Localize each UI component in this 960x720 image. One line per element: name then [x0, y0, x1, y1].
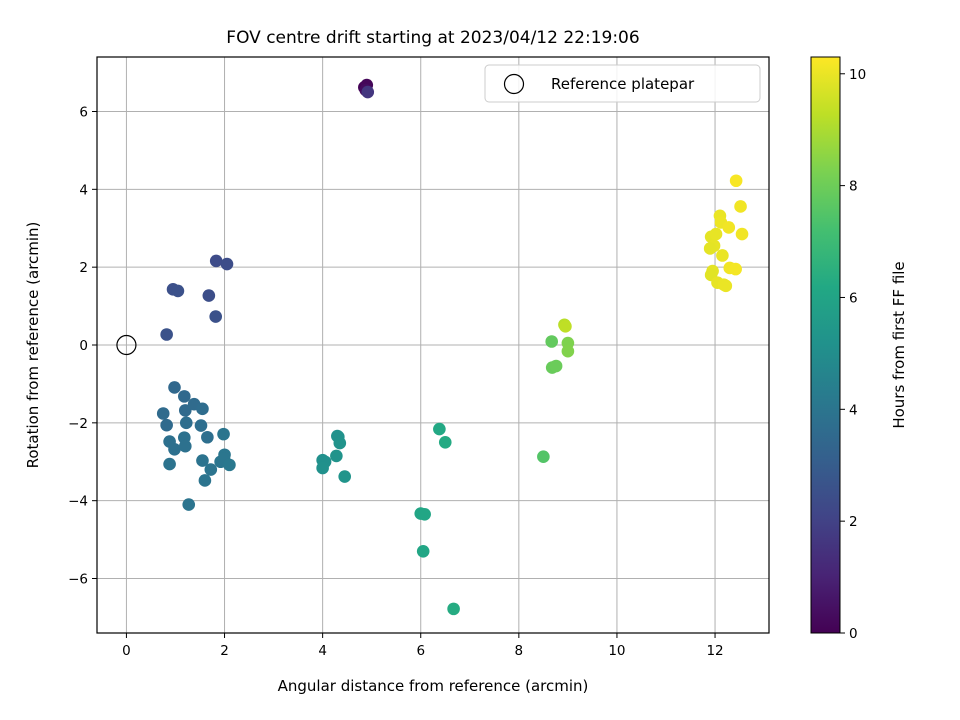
reference-marker-group	[116, 334, 137, 356]
x-tick-label: 2	[220, 643, 229, 659]
colorbar-tick-label: 6	[849, 290, 858, 306]
data-points	[156, 78, 749, 616]
scatter-point	[204, 463, 218, 476]
legend: Reference platepar	[484, 64, 761, 103]
scatter-point	[171, 284, 185, 298]
scatter-point	[716, 249, 729, 262]
scatter-point	[709, 227, 723, 241]
x-tick-label: 10	[608, 643, 625, 659]
scatter-point	[729, 262, 742, 276]
scatter-point	[333, 436, 347, 450]
y-tick-label: 4	[79, 182, 88, 198]
scatter-point	[196, 402, 209, 416]
scatter-point	[703, 242, 717, 255]
scatter-point	[316, 461, 329, 475]
scatter-point	[559, 320, 572, 333]
scatter-point	[209, 254, 223, 268]
scatter-point	[338, 470, 352, 483]
scatter-point	[178, 439, 192, 453]
scatter-point	[163, 457, 176, 471]
x-tick-label: 6	[416, 643, 425, 659]
scatter-point	[209, 310, 223, 323]
scatter-point	[156, 407, 170, 420]
y-axis-label: Rotation from reference (arcmin)	[24, 222, 42, 469]
chart-title: FOV centre drift starting at 2023/04/12 …	[226, 28, 639, 48]
colorbar-ticks: 0 2 4 6 8 10	[840, 67, 866, 642]
scatter-point	[438, 435, 452, 449]
legend-reference-marker	[503, 73, 525, 95]
scatter-point	[178, 390, 191, 403]
y-tick-label: −2	[68, 416, 88, 432]
scatter-point	[201, 430, 214, 444]
colorbar-tick-label: 4	[849, 402, 858, 418]
scatter-point	[194, 419, 208, 432]
y-tick-label: 0	[79, 338, 88, 354]
colorbar-label: Hours from first FF file	[890, 261, 908, 428]
scatter-point	[330, 449, 343, 463]
y-tick-label: −4	[68, 494, 88, 510]
y-tick-label: −6	[68, 572, 88, 588]
colorbar-tick-label: 0	[849, 626, 858, 642]
colorbar-tick-label: 2	[849, 514, 858, 530]
scatter-point	[217, 427, 230, 441]
scatter-point	[722, 221, 736, 234]
colorbar-tick-label: 10	[849, 67, 866, 83]
colorbar	[810, 56, 841, 634]
reference-platepar-marker	[116, 334, 137, 356]
x-tick-label: 4	[318, 643, 327, 659]
scatter-point	[160, 418, 173, 432]
x-axis-label: Angular distance from reference (arcmin)	[278, 677, 589, 695]
scatter-point	[561, 344, 575, 358]
scatter-point	[433, 422, 446, 436]
x-tick-label: 0	[122, 643, 131, 659]
scatter-point	[447, 602, 460, 616]
scatter-point	[416, 544, 430, 558]
y-tick-label: 2	[79, 260, 88, 276]
scatter-point	[549, 359, 563, 373]
x-tick-label: 12	[706, 643, 723, 659]
grid-lines	[97, 57, 769, 633]
scatter-point	[361, 85, 375, 99]
scatter-point	[179, 416, 193, 430]
scatter-point	[223, 458, 236, 472]
y-tick-label: 6	[79, 104, 88, 120]
scatter-point	[196, 454, 209, 467]
scatter-point	[160, 328, 173, 341]
legend-entry-reference: Reference platepar	[551, 75, 695, 93]
scatter-point	[168, 443, 181, 456]
scatter-point	[182, 498, 196, 511]
x-tick-label: 8	[515, 643, 524, 659]
scatter-point	[198, 474, 212, 487]
scatter-point	[220, 257, 234, 271]
colorbar-tick-label: 8	[849, 179, 858, 195]
scatter-point	[545, 335, 559, 348]
legend-box	[484, 64, 761, 103]
scatter-point	[734, 200, 747, 213]
scatter-point	[729, 174, 743, 188]
scatter-point	[202, 289, 216, 302]
scatter-point	[537, 450, 550, 463]
scatter-point	[735, 227, 749, 241]
axis-ticks: 0 2 4 6 8 10 12 −6 −4 −2 0 2 4 6	[68, 104, 724, 659]
scatter-point	[168, 381, 181, 394]
scatter-point	[178, 404, 192, 417]
scatter-point	[719, 279, 733, 293]
scatter-point	[418, 507, 431, 521]
